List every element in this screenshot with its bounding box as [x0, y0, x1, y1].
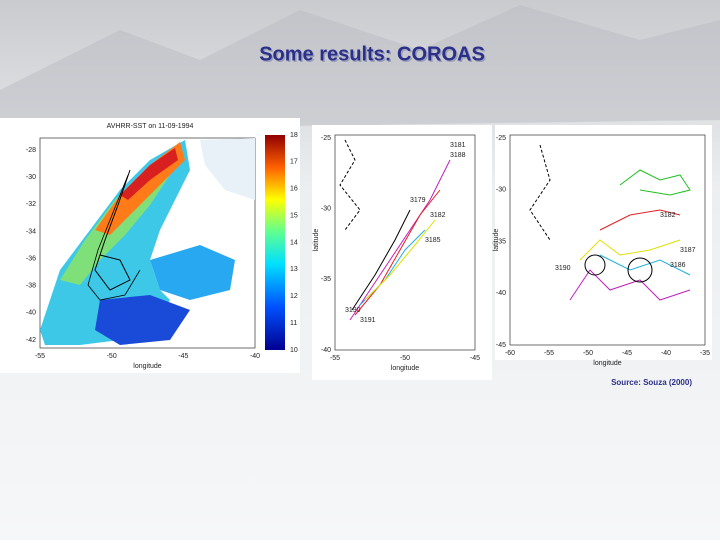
y-tick-label: -35: [496, 238, 506, 245]
x-tick-label: -55: [35, 353, 45, 360]
x-tick-label: -40: [661, 350, 671, 357]
x-axis-label: longitude: [391, 365, 420, 372]
drifter-tracks: [339, 139, 451, 321]
x-tick-label: -45: [622, 350, 632, 357]
y-tick-label: -38: [26, 283, 36, 290]
x-tick-label: -55: [544, 350, 554, 357]
colorbar-label: 10: [290, 347, 298, 354]
x-tick-label: -50: [400, 355, 410, 362]
y-tick-label: -30: [496, 187, 506, 194]
colorbar-label: 15: [290, 212, 298, 219]
x-tick-label: -60: [505, 350, 515, 357]
colorbar-label: 13: [290, 266, 298, 273]
y-tick-label: -34: [26, 228, 36, 235]
drifter-id: 3179: [410, 197, 426, 204]
drifter-id: 3185: [425, 237, 441, 244]
x-axis-label: longitude: [593, 360, 622, 367]
y-tick-label: -30: [26, 174, 36, 181]
y-tick-label: -40: [321, 347, 331, 354]
colorbar-label: 17: [290, 159, 298, 166]
drifter-id: 3191: [360, 317, 376, 324]
colorbar-label: 18: [290, 132, 298, 139]
map-frame: [39, 137, 256, 349]
source-caption: Source: Souza (2000): [611, 378, 692, 387]
plot-frame: [509, 134, 706, 346]
drifter-panel: [312, 125, 492, 380]
x-tick-label: -40: [250, 353, 260, 360]
sst-map: [40, 138, 255, 345]
plot-frame: [334, 134, 476, 351]
drifter-id: 3182: [430, 212, 446, 219]
drifter-id: 3181: [450, 142, 466, 149]
y-tick-label: -35: [321, 276, 331, 283]
drifter-tracks: [529, 144, 691, 301]
x-tick-label: -50: [583, 350, 593, 357]
x-tick-label: -50: [107, 353, 117, 360]
drifter-id: 3188: [450, 152, 466, 159]
mountain-decor: [0, 5, 720, 130]
x-axis-label: longitude: [133, 363, 162, 370]
colorbar-label: 12: [290, 293, 298, 300]
drifter-id: 3186: [670, 262, 686, 269]
y-tick-label: -28: [26, 147, 36, 154]
colorbar-label: 11: [290, 320, 297, 327]
x-tick-label: -45: [178, 353, 188, 360]
y-axis-label: latitude: [313, 229, 320, 252]
y-axis-label: latitude: [493, 229, 500, 252]
drifter-id: 3190: [555, 265, 571, 272]
y-tick-label: -32: [26, 201, 36, 208]
drifter-id: 3187: [680, 247, 696, 254]
y-tick-label: -40: [496, 290, 506, 297]
colorbar-label: 14: [290, 239, 298, 246]
drifter-id: 3182: [660, 212, 676, 219]
y-tick-label: -25: [496, 135, 506, 142]
y-tick-label: -40: [26, 310, 36, 317]
y-tick-label: -36: [26, 255, 36, 262]
x-tick-label: -45: [470, 355, 480, 362]
y-tick-label: -25: [321, 135, 331, 142]
panel-title: AVHRR-SST on 11-09-1994: [107, 123, 194, 130]
y-tick-label: -45: [496, 342, 506, 349]
x-tick-label: -55: [330, 355, 340, 362]
y-tick-label: -30: [321, 206, 331, 213]
y-tick-label: -42: [26, 337, 36, 344]
title-shadow: Some results: COROAS: [261, 45, 487, 67]
title: Some results: COROAS: [259, 43, 485, 65]
x-tick-label: -35: [700, 350, 710, 357]
colorbar: [265, 135, 285, 350]
colorbar-label: 16: [290, 186, 298, 193]
drifter-id: 3190: [345, 307, 361, 314]
